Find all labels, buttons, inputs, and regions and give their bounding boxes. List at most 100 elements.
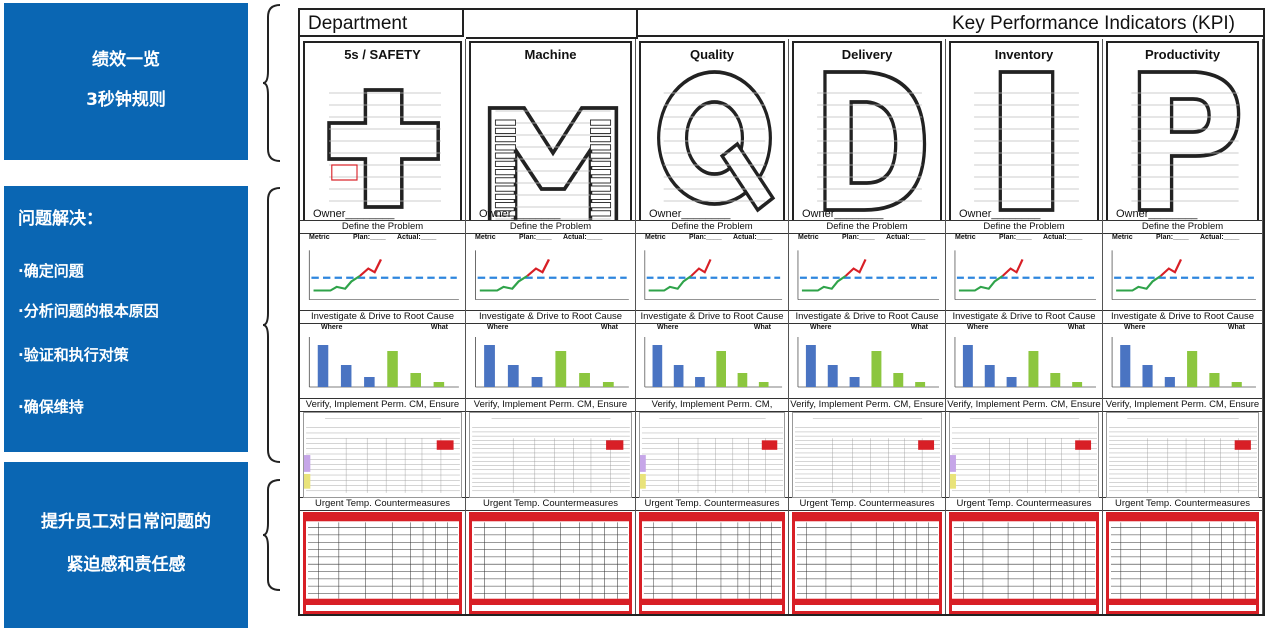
band-verify: Verify, Implement Perm. CM, Ensure bbox=[636, 398, 788, 422]
band-verify: Verify, Implement Perm. CM, Ensure bbox=[466, 398, 635, 412]
band-define: Define the Problem bbox=[466, 220, 635, 234]
verify-form bbox=[949, 412, 1099, 498]
countermeasure-sheet bbox=[472, 515, 630, 605]
kpi-letter-box-inventory: Inventory Owner________ bbox=[949, 41, 1099, 223]
trend-panel: Metric Plan:____ Actual:____ bbox=[792, 233, 942, 309]
brace-bottom bbox=[262, 479, 281, 591]
metric-label: Metric bbox=[475, 234, 496, 241]
owner-label: Owner________ bbox=[313, 208, 395, 220]
bar-chart bbox=[797, 337, 940, 388]
trend-panel: Metric Plan:____ Actual:____ bbox=[639, 233, 785, 309]
urgent-countermeasure-sheet bbox=[303, 512, 462, 614]
actual-label: Actual:____ bbox=[397, 234, 437, 241]
owner-label: Owner________ bbox=[479, 208, 561, 220]
machine-header-cell bbox=[466, 10, 638, 39]
bar-chart bbox=[308, 337, 459, 388]
band-define: Define the Problem bbox=[1103, 220, 1262, 234]
kpi-board: Department Key Performance Indicators (K… bbox=[298, 8, 1265, 616]
urgency-line-2: 紧迫感和责任感 bbox=[66, 555, 186, 575]
kpi-column-title: 5s / SAFETY bbox=[344, 47, 421, 62]
urgent-countermeasure-sheet bbox=[639, 512, 785, 614]
urgent-countermeasure-sheet bbox=[792, 512, 942, 614]
actual-label: Actual:____ bbox=[733, 234, 773, 241]
countermeasure-sheet bbox=[952, 515, 1097, 605]
bar-chart bbox=[475, 337, 629, 388]
verify-form bbox=[303, 412, 462, 498]
kpi-column-title: Machine bbox=[524, 47, 577, 62]
summary-line-1: 绩效一览 bbox=[92, 50, 160, 70]
verify-form bbox=[792, 412, 942, 498]
urgent-countermeasure-sheet bbox=[949, 512, 1099, 614]
department-label: Department bbox=[308, 13, 408, 34]
pareto-panel: Where What bbox=[949, 323, 1099, 397]
pareto-panel: Where What bbox=[469, 323, 632, 397]
bullet-verify-implement: ·验证和执行对策 bbox=[18, 346, 129, 364]
where-label: Where bbox=[657, 324, 679, 331]
bar-chart bbox=[954, 337, 1097, 388]
trend-chart bbox=[797, 250, 940, 301]
trend-panel: Metric Plan:____ Actual:____ bbox=[949, 233, 1099, 309]
problem-solving-title: 问题解决： bbox=[18, 209, 103, 229]
kpi-column-title: Productivity bbox=[1144, 47, 1221, 62]
urgent-countermeasure-sheet bbox=[1106, 512, 1259, 614]
summary-line-2: 3秒钟规则 bbox=[86, 90, 166, 110]
band-define: Define the Problem bbox=[636, 220, 788, 234]
pareto-panel: Where What bbox=[639, 323, 785, 397]
metric-label: Metric bbox=[645, 234, 666, 241]
kpi-letter-inventory bbox=[974, 70, 1079, 212]
plan-label: Plan:____ bbox=[1156, 234, 1189, 241]
what-label: What bbox=[430, 324, 448, 331]
bar-chart bbox=[644, 337, 783, 388]
what-label: What bbox=[753, 324, 771, 331]
countermeasure-sheet bbox=[306, 515, 460, 605]
trend-panel: Metric Plan:____ Actual:____ bbox=[469, 233, 632, 309]
kpi-column-inventory: Inventory Owner________ Define the Problem… bbox=[946, 39, 1103, 614]
band-investigate: Investigate & Drive to Root Cause bbox=[789, 310, 945, 324]
department-header: Department bbox=[300, 10, 464, 37]
actual-label: Actual:____ bbox=[563, 234, 603, 241]
countermeasure-sheet bbox=[795, 515, 940, 605]
band-urgent: Urgent Temp. Countermeasures bbox=[636, 497, 788, 511]
kpi-column-productivity: Productivity Owner________ Define the Prob… bbox=[1103, 39, 1263, 614]
band-investigate: Investigate & Drive to Root Cause bbox=[1103, 310, 1262, 324]
what-label: What bbox=[910, 324, 928, 331]
pareto-panel: Where What bbox=[792, 323, 942, 397]
trend-chart bbox=[475, 250, 629, 301]
plan-label: Plan:____ bbox=[999, 234, 1032, 241]
metric-label: Metric bbox=[798, 234, 819, 241]
kpi-label: Key Performance Indicators (KPI) bbox=[952, 13, 1235, 34]
kpi-column-safety: 5s / SAFETY Owner________ Define the Probl… bbox=[300, 39, 466, 614]
countermeasure-sheet bbox=[642, 515, 783, 605]
band-verify: Verify, Implement Perm. CM, Ensure bbox=[300, 398, 465, 412]
actual-label: Actual:____ bbox=[1200, 234, 1240, 241]
bullet-root-cause: ·分析问题的根本原因 bbox=[18, 302, 159, 320]
owner-label: Owner________ bbox=[649, 208, 731, 220]
kpi-letter-box-machine: Machine Owner________ bbox=[469, 41, 632, 227]
owner-label: Owner________ bbox=[802, 208, 884, 220]
pareto-panel: Where What bbox=[1106, 323, 1259, 397]
kpi-column-title: Delivery bbox=[841, 47, 893, 62]
action-plan-form bbox=[472, 418, 630, 493]
band-urgent: Urgent Temp. Countermeasures bbox=[466, 497, 635, 511]
action-plan-form bbox=[950, 418, 1098, 493]
plan-label: Plan:____ bbox=[353, 234, 386, 241]
action-plan-form bbox=[794, 418, 941, 493]
plan-label: Plan:____ bbox=[689, 234, 722, 241]
summary-box: 绩效一览 3秒钟规则 bbox=[4, 3, 248, 160]
kpi-letter-delivery bbox=[817, 70, 927, 212]
band-urgent: Urgent Temp. Countermeasures bbox=[789, 497, 945, 511]
action-plan-form bbox=[640, 418, 784, 493]
verify-form bbox=[1106, 412, 1259, 498]
trend-panel: Metric Plan:____ Actual:____ bbox=[1106, 233, 1259, 309]
kpi-header: Key Performance Indicators (KPI) bbox=[638, 10, 1263, 37]
kpi-letter-machine bbox=[487, 106, 619, 227]
band-define: Define the Problem bbox=[789, 220, 945, 234]
bar-chart bbox=[1111, 337, 1256, 388]
band-urgent: Urgent Temp. Countermeasures bbox=[300, 497, 465, 511]
action-plan-form bbox=[1109, 418, 1257, 493]
band-urgent: Urgent Temp. Countermeasures bbox=[1103, 497, 1262, 511]
problem-solving-box: 问题解决： ·确定问题 ·分析问题的根本原因 ·验证和执行对策 ·确保维持 bbox=[4, 186, 248, 452]
owner-label: Owner________ bbox=[1116, 208, 1198, 220]
kpi-column-title: Inventory bbox=[994, 47, 1054, 62]
kpi-letter-box-delivery: Delivery Owner________ bbox=[792, 41, 942, 223]
